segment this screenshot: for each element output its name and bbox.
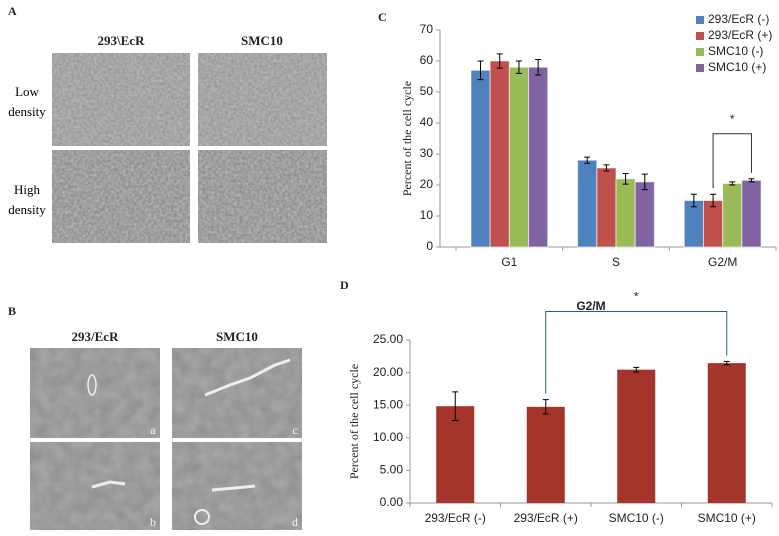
x-tick-label: S: [612, 255, 620, 269]
legend-label: 293/EcR (-): [708, 12, 769, 26]
bar: [508, 66, 530, 248]
column-header: 293/EcR: [72, 329, 120, 344]
bar: [596, 167, 617, 248]
y-tick-label: 50: [420, 84, 434, 98]
cell: [87, 374, 97, 396]
y-tick-label: 70: [420, 22, 434, 36]
annotation: *: [634, 290, 639, 304]
y-tick-label: 0: [426, 239, 433, 253]
micrograph-texture: [198, 53, 327, 146]
bar: [634, 181, 655, 248]
y-tick-label: 60: [420, 53, 434, 67]
image-label: d: [292, 515, 298, 529]
row-label: Low density: [8, 84, 46, 119]
image-label: c: [292, 423, 297, 437]
bar: [526, 406, 565, 503]
annotation: *: [730, 112, 735, 126]
y-tick-label: 5.00: [380, 463, 404, 477]
y-tick-label: 30: [420, 146, 434, 160]
y-tick-label: 15.00: [373, 397, 403, 411]
panel-label: D: [340, 278, 349, 292]
cell: [194, 509, 210, 525]
x-tick-label: G2/M: [708, 255, 737, 269]
significance-bracket: [545, 311, 728, 394]
bar: [617, 369, 656, 503]
bar: [615, 178, 636, 248]
y-tick-label: 10.00: [373, 430, 403, 444]
error-bar: [515, 60, 522, 74]
x-tick-label: 293/EcR (+): [514, 511, 578, 525]
micrograph-texture: [198, 150, 327, 243]
micrograph-texture: [52, 53, 190, 146]
x-tick-label: G1: [501, 255, 517, 269]
error-bar: [729, 181, 736, 186]
error-bar: [690, 193, 697, 208]
bar: [489, 60, 510, 248]
y-tick-label: 20: [420, 177, 434, 191]
micrograph-texture: [172, 442, 302, 530]
panel-label: C: [378, 10, 387, 24]
x-tick-label: SMC10 (-): [609, 511, 664, 525]
error-bar: [535, 58, 542, 76]
y-tick-label: 20.00: [373, 365, 403, 379]
cell: [211, 484, 256, 492]
bar: [528, 66, 549, 248]
error-bar: [710, 193, 717, 208]
error-bar: [748, 178, 755, 183]
micrographs-b: [30, 348, 302, 530]
error-bar: [603, 164, 610, 172]
legend-swatch: [696, 48, 704, 56]
bar: [683, 200, 704, 248]
bar: [702, 200, 724, 248]
y-tick-label: 10: [420, 208, 434, 222]
error-bar: [452, 391, 459, 422]
y-tick-label: 40: [420, 115, 434, 129]
error-bar: [723, 361, 730, 366]
panel-label: B: [8, 304, 16, 318]
significance-bracket: [712, 133, 752, 189]
x-tick-label: 293/EcR (-): [425, 511, 486, 525]
bar: [436, 406, 475, 503]
cell: [91, 480, 126, 489]
chart-title: G2/M: [576, 299, 605, 313]
bar: [722, 182, 743, 248]
error-bar: [584, 156, 591, 164]
micrographs-a: [52, 53, 327, 243]
bar: [741, 179, 762, 248]
bar: [470, 69, 491, 248]
error-bar: [633, 366, 640, 373]
legend-swatch: [696, 16, 704, 24]
column-header: SMC10: [241, 33, 283, 48]
error-bar: [542, 399, 549, 415]
image-label: b: [150, 515, 156, 529]
error-bar: [641, 173, 648, 191]
error-bar: [622, 173, 629, 185]
y-axis-label: Percent of the cell cycle: [400, 81, 414, 196]
cell: [204, 358, 291, 397]
error-bar: [496, 53, 503, 69]
y-tick-label: 25.00: [373, 332, 403, 346]
error-bar: [477, 60, 484, 81]
y-axis-label: Percent of the cell cycle: [347, 364, 361, 479]
x-tick-label: SMC10 (+): [698, 511, 756, 525]
legend-label: 293/EcR (+): [708, 28, 772, 42]
image-label: a: [150, 423, 156, 437]
row-label: High density: [8, 182, 46, 217]
bar: [577, 159, 598, 248]
panel-label: A: [8, 4, 17, 18]
column-header: 293\EcR: [98, 33, 146, 48]
y-tick-label: 0.00: [380, 495, 404, 509]
column-header: SMC10: [216, 329, 258, 344]
legend-swatch: [696, 64, 704, 72]
micrograph-texture: [52, 150, 190, 243]
legend-swatch: [696, 32, 704, 40]
legend-label: SMC10 (+): [708, 60, 766, 74]
bar: [707, 363, 746, 503]
legend-label: SMC10 (-): [708, 44, 763, 58]
